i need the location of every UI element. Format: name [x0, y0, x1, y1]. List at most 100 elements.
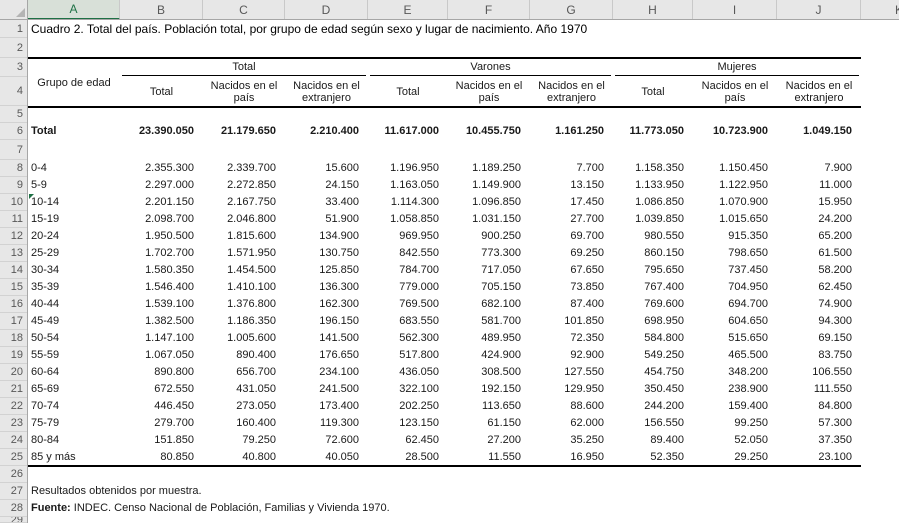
- column-header-J[interactable]: J: [777, 0, 861, 19]
- value-cell[interactable]: 1.150.450: [719, 162, 768, 174]
- value-cell[interactable]: 517.800: [399, 349, 439, 361]
- value-cell[interactable]: 900.250: [481, 230, 521, 242]
- value-cell[interactable]: 704.950: [728, 281, 768, 293]
- value-cell[interactable]: 119.300: [320, 417, 359, 429]
- value-cell[interactable]: 1.702.700: [145, 247, 194, 259]
- value-cell[interactable]: 24.150: [325, 179, 359, 191]
- row-header-11[interactable]: 11: [0, 211, 27, 228]
- value-cell[interactable]: 151.850: [154, 434, 194, 446]
- value-cell[interactable]: 52.050: [734, 434, 768, 446]
- value-cell[interactable]: 515.650: [728, 332, 768, 344]
- value-cell[interactable]: 1.454.500: [227, 264, 276, 276]
- value-cell[interactable]: 7.900: [824, 162, 852, 174]
- value-cell[interactable]: 446.450: [154, 400, 194, 412]
- value-cell[interactable]: 241.500: [319, 383, 359, 395]
- column-header-K[interactable]: K: [861, 0, 899, 19]
- value-cell[interactable]: 11.617.000: [384, 125, 439, 137]
- value-cell[interactable]: 682.100: [481, 298, 521, 310]
- subheader-extranjero-j[interactable]: Nacidos en el extranjero: [785, 79, 853, 104]
- value-cell[interactable]: 27.700: [570, 213, 604, 225]
- value-cell[interactable]: 2.046.800: [227, 213, 276, 225]
- value-cell[interactable]: 348.200: [728, 366, 768, 378]
- value-cell[interactable]: 51.900: [325, 213, 359, 225]
- value-cell[interactable]: 28.500: [405, 451, 439, 463]
- value-cell[interactable]: 35.250: [570, 434, 604, 446]
- value-cell[interactable]: 273.050: [236, 400, 276, 412]
- row-header-25[interactable]: 25: [0, 449, 27, 466]
- row-header-1[interactable]: 1: [0, 20, 27, 38]
- value-cell[interactable]: 2.098.700: [145, 213, 194, 225]
- value-cell[interactable]: 1.149.900: [472, 179, 521, 191]
- value-cell[interactable]: 1.382.500: [145, 315, 194, 327]
- value-cell[interactable]: 65.200: [818, 230, 852, 242]
- value-cell[interactable]: 73.850: [570, 281, 604, 293]
- value-cell[interactable]: 11.000: [819, 179, 852, 191]
- value-cell[interactable]: 23.390.050: [138, 125, 194, 137]
- value-cell[interactable]: 1.086.850: [635, 196, 684, 208]
- value-cell[interactable]: 584.800: [644, 332, 684, 344]
- age-group-cell[interactable]: 40-44: [31, 298, 60, 310]
- value-cell[interactable]: 795.650: [644, 264, 684, 276]
- value-cell[interactable]: 40.050: [325, 451, 359, 463]
- age-group-cell[interactable]: 50-54: [31, 332, 60, 344]
- value-cell[interactable]: 33.400: [325, 196, 359, 208]
- group-header-mujeres[interactable]: Mujeres: [717, 61, 757, 73]
- value-cell[interactable]: 581.700: [481, 315, 521, 327]
- value-cell[interactable]: 72.600: [325, 434, 359, 446]
- value-cell[interactable]: 1.161.250: [555, 125, 604, 137]
- value-cell[interactable]: 322.100: [399, 383, 439, 395]
- value-cell[interactable]: 2.167.750: [227, 196, 276, 208]
- age-group-cell[interactable]: 80-84: [31, 434, 60, 446]
- value-cell[interactable]: 717.050: [481, 264, 521, 276]
- age-group-cell[interactable]: 60-64: [31, 366, 60, 378]
- row-header-12[interactable]: 12: [0, 228, 27, 245]
- value-cell[interactable]: 2.339.700: [227, 162, 276, 174]
- value-cell[interactable]: 769.500: [399, 298, 439, 310]
- subheader-total-h[interactable]: Total: [641, 85, 665, 98]
- value-cell[interactable]: 562.300: [399, 332, 439, 344]
- value-cell[interactable]: 769.600: [644, 298, 684, 310]
- value-cell[interactable]: 1.031.150: [472, 213, 521, 225]
- value-cell[interactable]: 1.950.500: [145, 230, 194, 242]
- row-header-5[interactable]: 5: [0, 106, 27, 123]
- value-cell[interactable]: 1.067.050: [145, 349, 194, 361]
- value-cell[interactable]: 705.150: [481, 281, 521, 293]
- age-group-cell[interactable]: 85 y más: [31, 451, 76, 463]
- value-cell[interactable]: 842.550: [399, 247, 439, 259]
- age-group-cell[interactable]: 20-24: [31, 230, 60, 242]
- subheader-pais-c[interactable]: Nacidos en el país: [210, 79, 278, 104]
- note-muestra[interactable]: Resultados obtenidos por muestra.: [31, 485, 202, 497]
- value-cell[interactable]: 123.150: [399, 417, 439, 429]
- value-cell[interactable]: 2.355.300: [145, 162, 194, 174]
- column-header-I[interactable]: I: [693, 0, 777, 19]
- row-header-7[interactable]: 7: [0, 140, 27, 160]
- value-cell[interactable]: 1.163.050: [390, 179, 439, 191]
- value-cell[interactable]: 350.450: [644, 383, 684, 395]
- value-cell[interactable]: 89.400: [650, 434, 684, 446]
- age-group-cell[interactable]: 35-39: [31, 281, 60, 293]
- value-cell[interactable]: 915.350: [728, 230, 768, 242]
- row-header-8[interactable]: 8: [0, 160, 27, 177]
- value-cell[interactable]: 62.450: [405, 434, 439, 446]
- age-group-cell[interactable]: 0-4: [31, 162, 47, 174]
- value-cell[interactable]: 87.400: [570, 298, 604, 310]
- age-group-cell[interactable]: 25-29: [31, 247, 60, 259]
- value-cell[interactable]: 784.700: [399, 264, 439, 276]
- value-cell[interactable]: 1.196.950: [390, 162, 439, 174]
- row-header-17[interactable]: 17: [0, 313, 27, 330]
- header-grupo-de-edad[interactable]: Grupo de edad: [37, 76, 111, 89]
- value-cell[interactable]: 604.650: [728, 315, 768, 327]
- row-header-24[interactable]: 24: [0, 432, 27, 449]
- value-cell[interactable]: 424.900: [481, 349, 521, 361]
- value-cell[interactable]: 136.300: [319, 281, 359, 293]
- age-group-cell[interactable]: 30-34: [31, 264, 60, 276]
- value-cell[interactable]: 196.150: [319, 315, 359, 327]
- value-cell[interactable]: 1.580.350: [145, 264, 194, 276]
- group-header-varones[interactable]: Varones: [470, 61, 511, 73]
- value-cell[interactable]: 980.550: [644, 230, 684, 242]
- value-cell[interactable]: 2.297.000: [145, 179, 194, 191]
- value-cell[interactable]: 11.773.050: [629, 125, 684, 137]
- age-group-cell[interactable]: Total: [31, 125, 57, 137]
- value-cell[interactable]: 160.400: [236, 417, 276, 429]
- value-cell[interactable]: 1.039.850: [635, 213, 684, 225]
